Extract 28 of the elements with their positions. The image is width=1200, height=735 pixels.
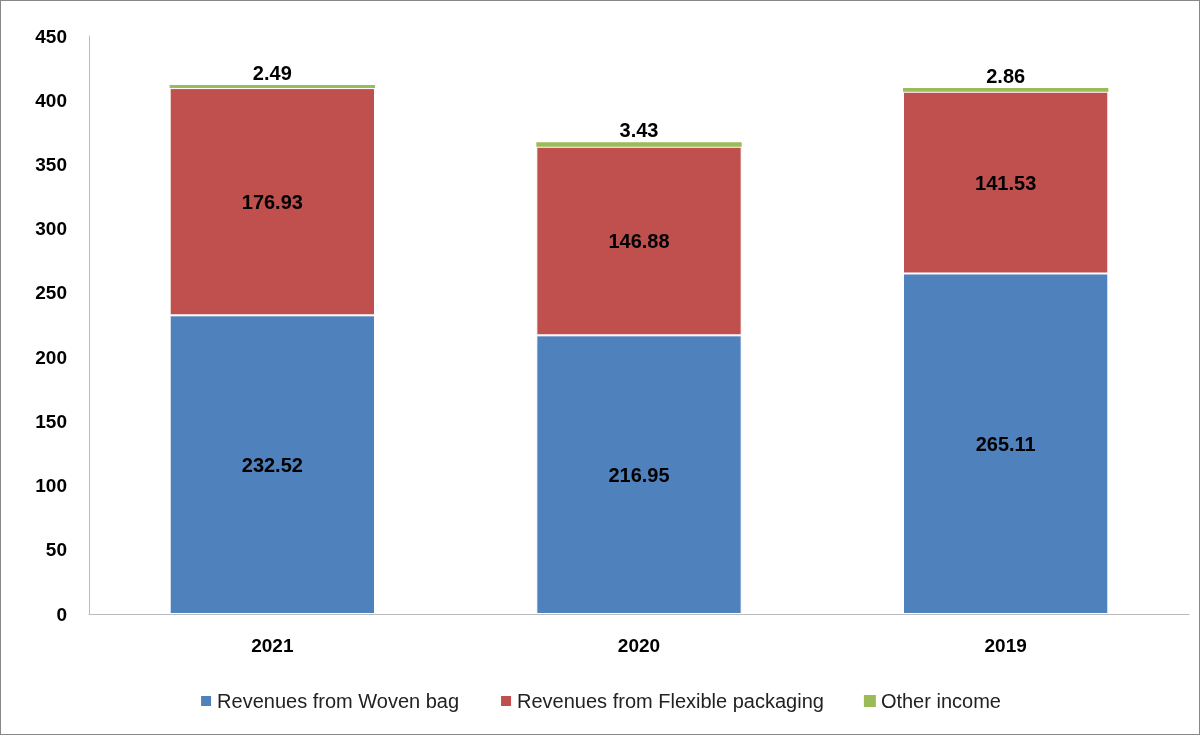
- y-tick-label: 100: [35, 475, 67, 497]
- data-label: 176.93: [241, 190, 303, 213]
- y-tick-label: 200: [35, 346, 67, 368]
- y-tick-label: 450: [35, 25, 67, 47]
- x-tick-label: 2020: [617, 635, 661, 656]
- data-label: 265.11: [975, 432, 1036, 455]
- data-label: 232.52: [241, 453, 303, 476]
- legend-label: Revenues from Woven bag: [217, 690, 460, 712]
- data-label: 141.53: [975, 171, 1037, 194]
- data-label: 2.49: [252, 61, 292, 84]
- data-label: 146.88: [608, 230, 670, 253]
- data-label: 2.86: [986, 65, 1026, 88]
- x-tick-label: 2021: [251, 635, 294, 656]
- legend-label: Revenues from Flexible packaging: [517, 690, 824, 712]
- y-tick-label: 300: [35, 218, 67, 240]
- y-tick-label: 350: [35, 153, 67, 175]
- y-tick-label: 150: [35, 410, 67, 432]
- data-label: 216.95: [608, 463, 670, 486]
- legend-label: Other income: [880, 690, 1001, 712]
- y-tick-label: 400: [35, 89, 67, 111]
- bar: [169, 84, 375, 89]
- y-tick-label: 250: [35, 282, 67, 304]
- y-tick-label: 0: [56, 603, 67, 625]
- x-tick-label: 2019: [984, 635, 1027, 656]
- bar: [536, 142, 742, 147]
- y-tick-label: 50: [45, 539, 67, 561]
- data-label: 3.43: [619, 119, 659, 142]
- bar: [903, 88, 1109, 92]
